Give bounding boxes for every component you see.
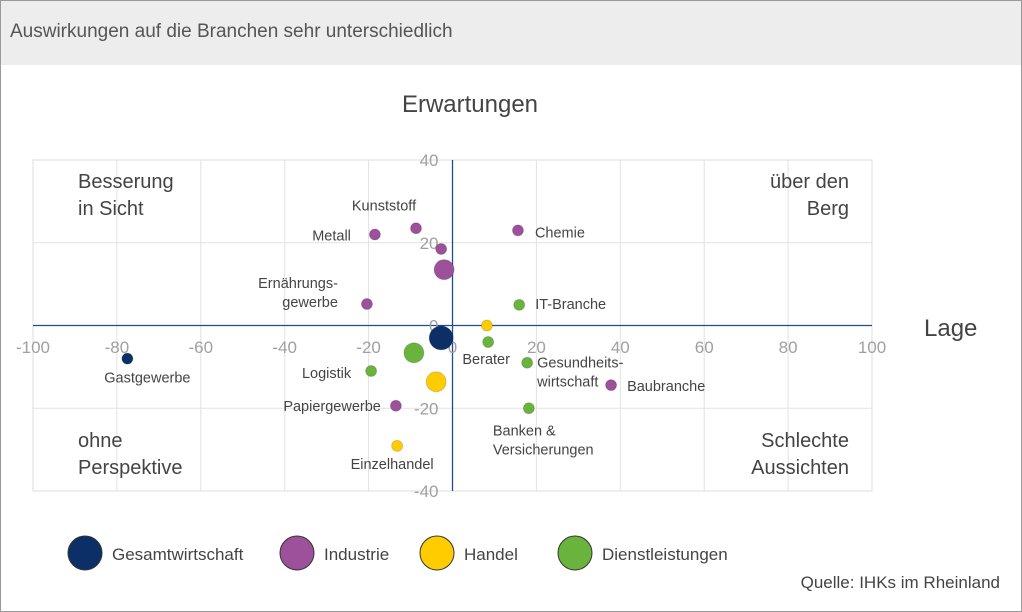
- legend-marker-dienstleistungen: [557, 535, 593, 571]
- data-label: Baubranche: [627, 379, 705, 395]
- y-axis-title: Erwartungen: [402, 91, 538, 118]
- legend-label: Dienstleistungen: [602, 545, 728, 564]
- quadrant-label-top-right: über den Berg: [770, 171, 849, 220]
- x-tick-label: -60: [189, 338, 214, 357]
- data-label: Papiergewerbe: [283, 399, 381, 415]
- data-point-industrie: [368, 228, 381, 241]
- y-tick-label: -20: [414, 399, 439, 418]
- data-point-gesamtwirtschaft: [121, 352, 134, 365]
- source-note: Quelle: IHKs im Rheinland: [801, 573, 1000, 592]
- x-tick-label: 60: [695, 338, 714, 357]
- legend-label: Gesamtwirtschaft: [112, 545, 244, 564]
- data-point-industrie: [360, 297, 373, 310]
- x-axis-title: Lage: [924, 315, 977, 342]
- data-point-industrie: [389, 399, 402, 412]
- x-tick-label: 0: [448, 338, 457, 357]
- x-tick-label: -20: [356, 338, 381, 357]
- legend-marker-industrie: [279, 535, 315, 571]
- data-label: IT-Branche: [535, 297, 606, 313]
- legend-marker-handel: [419, 535, 455, 571]
- x-tick-label: -80: [105, 338, 130, 357]
- data-point-industrie: [435, 242, 448, 255]
- header-bar: Auswirkungen auf die Branchen sehr unter…: [1, 1, 1021, 65]
- data-point-dienstleistungen: [403, 342, 425, 364]
- quadrant-label-bottom-left: ohne Perspektive: [78, 430, 183, 479]
- data-point-industrie: [605, 379, 618, 392]
- data-label: Einzelhandel: [351, 457, 434, 473]
- x-tick-label: 100: [858, 338, 886, 357]
- x-tick-label: -100: [16, 338, 50, 357]
- x-tick-label: 20: [527, 338, 546, 357]
- data-point-industrie: [433, 259, 455, 281]
- data-label: Gesundheits-wirtschaft: [536, 356, 623, 391]
- data-label: Berater: [462, 352, 510, 368]
- x-tick-label: 80: [779, 338, 798, 357]
- data-point-dienstleistungen: [482, 336, 495, 349]
- data-label: Gastgewerbe: [104, 371, 190, 387]
- data-label: Chemie: [535, 225, 585, 241]
- x-tick-label: -40: [272, 338, 297, 357]
- data-label: Kunststoff: [352, 198, 417, 214]
- y-tick-label: 20: [420, 234, 439, 253]
- data-label: Metall: [312, 228, 351, 244]
- y-tick-label: 40: [420, 151, 439, 170]
- data-label: Ernährungs-gewerbe: [258, 276, 338, 311]
- data-point-handel: [480, 319, 493, 332]
- data-point-handel: [391, 439, 404, 452]
- data-point-dienstleistungen: [522, 402, 535, 415]
- y-tick-label: 0: [429, 317, 438, 336]
- data-label: Banken & Versicherungen: [493, 423, 594, 458]
- legend-marker-gesamtwirtschaft: [67, 535, 103, 571]
- y-tick-label: -40: [414, 482, 439, 501]
- data-point-industrie: [511, 224, 524, 237]
- data-point-industrie: [410, 222, 423, 235]
- quadrant-label-top-left: Besserung in Sicht: [78, 171, 174, 220]
- data-point-dienstleistungen: [521, 356, 534, 369]
- data-point-dienstleistungen: [365, 365, 378, 378]
- quadrant-label-bottom-right: Schlechte Aussichten: [751, 430, 849, 479]
- data-point-handel: [425, 371, 447, 393]
- data-point-gesamtwirtschaft: [428, 325, 454, 351]
- legend-label: Handel: [464, 545, 518, 564]
- x-tick-label: 40: [611, 338, 630, 357]
- data-point-dienstleistungen: [513, 298, 526, 311]
- data-label: Logistik: [302, 366, 352, 382]
- chart-title: Auswirkungen auf die Branchen sehr unter…: [10, 21, 453, 42]
- legend-label: Industrie: [324, 545, 389, 564]
